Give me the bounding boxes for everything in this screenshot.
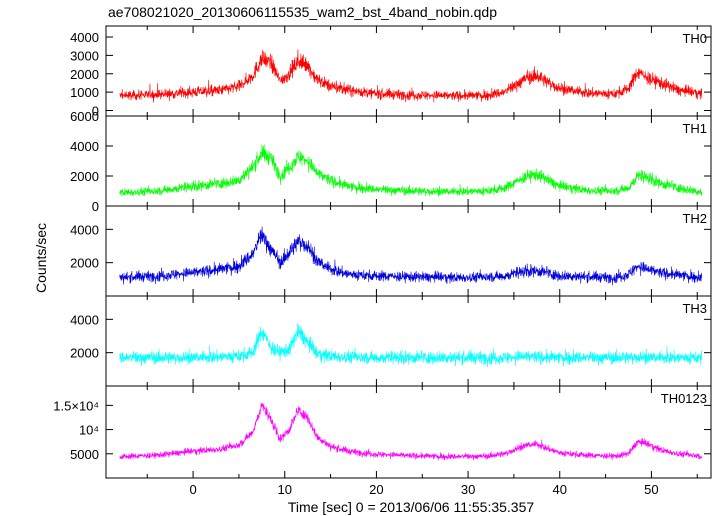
panel-th2: 2000 4000 TH2	[70, 205, 712, 297]
band-label-th0123: TH0123	[661, 391, 707, 406]
chart-title: ae708021020_20130606115535_wam2_bst_4ban…	[108, 4, 497, 20]
y-axis-title: Counts/sec	[33, 223, 49, 293]
y-tick-label: 4000	[70, 222, 99, 237]
x-tick-label: 50	[644, 482, 658, 497]
y-tick-label: 5000	[70, 447, 99, 462]
series-th1	[119, 144, 703, 197]
panel-frame	[105, 25, 712, 117]
x-tick-label: 0	[189, 482, 196, 497]
y-tick-label: 1.5×10⁴	[53, 398, 99, 413]
x-tick-label: 30	[461, 482, 475, 497]
panel-frame	[105, 205, 712, 297]
panel-frame	[105, 295, 712, 387]
y-tick-label: 4000	[70, 312, 99, 327]
y-tick-label: 2000	[70, 67, 99, 82]
panel-th0: 0 1000 2000 3000 4000 TH0	[70, 25, 712, 118]
x-tick-label: 20	[369, 482, 383, 497]
series-th3	[119, 323, 703, 368]
band-label-th1: TH1	[682, 121, 707, 136]
y-tick-label: 4000	[70, 139, 99, 154]
x-tick-label: 10	[278, 482, 292, 497]
y-tick-label: 2000	[70, 256, 99, 271]
panel-th3: 2000 4000 TH3	[70, 295, 712, 387]
band-label-th3: TH3	[682, 301, 707, 316]
y-tick-label: 3000	[70, 48, 99, 63]
series-th2	[119, 226, 703, 286]
y-tick-label: 0	[92, 103, 99, 118]
x-axis-title: Time [sec] 0 = 2013/06/06 11:55:35.357	[288, 499, 535, 515]
panel-th0123: 5000 10⁴ 1.5×10⁴ TH0123	[53, 385, 712, 479]
y-tick-label: 2000	[70, 169, 99, 184]
panel-frame	[105, 385, 712, 479]
panel-th1: 0 2000 4000 6000 TH1	[70, 109, 712, 214]
y-tick-label: 2000	[70, 346, 99, 361]
series-th0	[119, 49, 703, 103]
y-tick-label: 1000	[70, 85, 99, 100]
x-tick-label: 40	[553, 482, 567, 497]
band-label-th0: TH0	[682, 31, 707, 46]
y-tick-label: 4000	[70, 30, 99, 45]
series-th0123	[119, 402, 703, 461]
y-tick-label: 6000	[70, 109, 99, 124]
band-label-th2: TH2	[682, 211, 707, 226]
y-tick-label: 10⁴	[79, 423, 99, 438]
y-tick-label: 0	[92, 199, 99, 214]
